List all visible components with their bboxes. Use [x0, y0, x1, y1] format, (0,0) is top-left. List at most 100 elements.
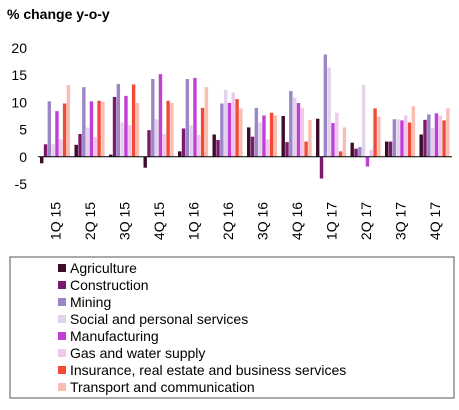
bar — [112, 96, 117, 157]
bar — [109, 154, 113, 157]
chart-title: % change y-o-y — [7, 6, 110, 22]
x-tick-label: 3Q 16 — [254, 202, 270, 240]
x-tick-label: 4Q 16 — [289, 202, 305, 240]
bar — [319, 156, 324, 179]
bar — [365, 156, 370, 167]
bar — [385, 141, 389, 157]
y-axis: -5 0 5 10 15 20 — [11, 40, 27, 192]
legend-label: Mining — [70, 294, 111, 310]
y-tick-label: 0 — [19, 149, 27, 165]
bar — [154, 119, 159, 157]
y-tick-label: 10 — [11, 94, 27, 110]
bar — [404, 115, 408, 157]
bar — [373, 108, 377, 157]
x-tick-label: 4Q 17 — [427, 202, 443, 240]
bar — [235, 99, 239, 157]
bar — [400, 120, 404, 157]
bar — [354, 148, 358, 157]
bar — [300, 107, 304, 157]
x-tick-label: 4Q 15 — [151, 202, 167, 240]
bar — [419, 134, 423, 157]
bar — [124, 95, 128, 157]
bar — [427, 114, 431, 157]
bar — [43, 144, 48, 157]
legend-swatch — [58, 281, 66, 289]
bar — [304, 141, 308, 157]
bar — [254, 107, 259, 157]
bar — [250, 136, 255, 157]
bar — [407, 122, 412, 157]
bar — [316, 118, 320, 157]
bar — [327, 67, 331, 157]
bar — [74, 144, 78, 157]
legend-label: Social and personal services — [70, 311, 248, 327]
bar — [55, 111, 59, 157]
bar — [396, 119, 400, 157]
bar — [51, 144, 55, 157]
bar — [147, 130, 151, 157]
legend-swatch — [58, 264, 66, 272]
bar — [143, 156, 147, 168]
bar — [47, 101, 52, 157]
bar — [266, 139, 270, 157]
y-tick-label: 5 — [19, 122, 27, 138]
bar — [350, 142, 354, 157]
y-tick-label: -5 — [15, 176, 28, 192]
legend-label: Transport and communication — [70, 379, 255, 395]
bar — [377, 116, 381, 157]
x-tick-label: 3Q 15 — [116, 202, 132, 240]
bar — [131, 84, 136, 157]
x-tick-label: 2Q 16 — [220, 202, 236, 240]
y-tick-label: 15 — [11, 67, 27, 83]
x-tick-label: 1Q 17 — [323, 202, 339, 240]
bar — [247, 127, 251, 157]
bar — [423, 119, 427, 157]
bar — [116, 83, 121, 157]
bar — [135, 102, 140, 157]
bar — [85, 127, 90, 157]
bar — [285, 142, 289, 157]
legend-swatch — [58, 349, 66, 357]
legend-label: Agriculture — [70, 260, 137, 276]
bar — [189, 125, 193, 157]
bar — [62, 103, 67, 157]
bar — [388, 141, 393, 157]
legend-swatch — [58, 315, 66, 323]
bar — [158, 74, 163, 157]
bar — [411, 106, 416, 157]
bar — [162, 133, 166, 157]
bar — [170, 102, 174, 157]
bar — [438, 115, 442, 157]
bar — [273, 115, 278, 157]
bar — [308, 119, 312, 157]
bar — [239, 108, 243, 157]
bar — [430, 127, 435, 157]
bar — [166, 100, 170, 157]
x-tick-label: 1Q 16 — [185, 202, 201, 240]
bar — [93, 137, 97, 157]
legend-swatch — [58, 366, 66, 374]
legend-label: Insurance, real estate and business serv… — [70, 362, 346, 378]
bar — [151, 79, 155, 157]
bar — [392, 119, 397, 157]
bar — [185, 79, 190, 157]
bar — [78, 133, 82, 157]
bar — [262, 115, 266, 157]
bar — [342, 127, 347, 157]
bar — [89, 101, 94, 157]
bars-group — [40, 54, 450, 179]
bar — [331, 123, 335, 157]
bar — [289, 90, 293, 157]
bar — [231, 92, 235, 157]
bar — [442, 120, 446, 157]
bar — [358, 147, 362, 157]
bar — [223, 89, 228, 157]
bar — [197, 135, 201, 157]
bar — [181, 128, 186, 157]
bar — [120, 122, 124, 157]
bar — [323, 54, 328, 157]
bar — [200, 107, 205, 157]
bar — [97, 100, 101, 157]
